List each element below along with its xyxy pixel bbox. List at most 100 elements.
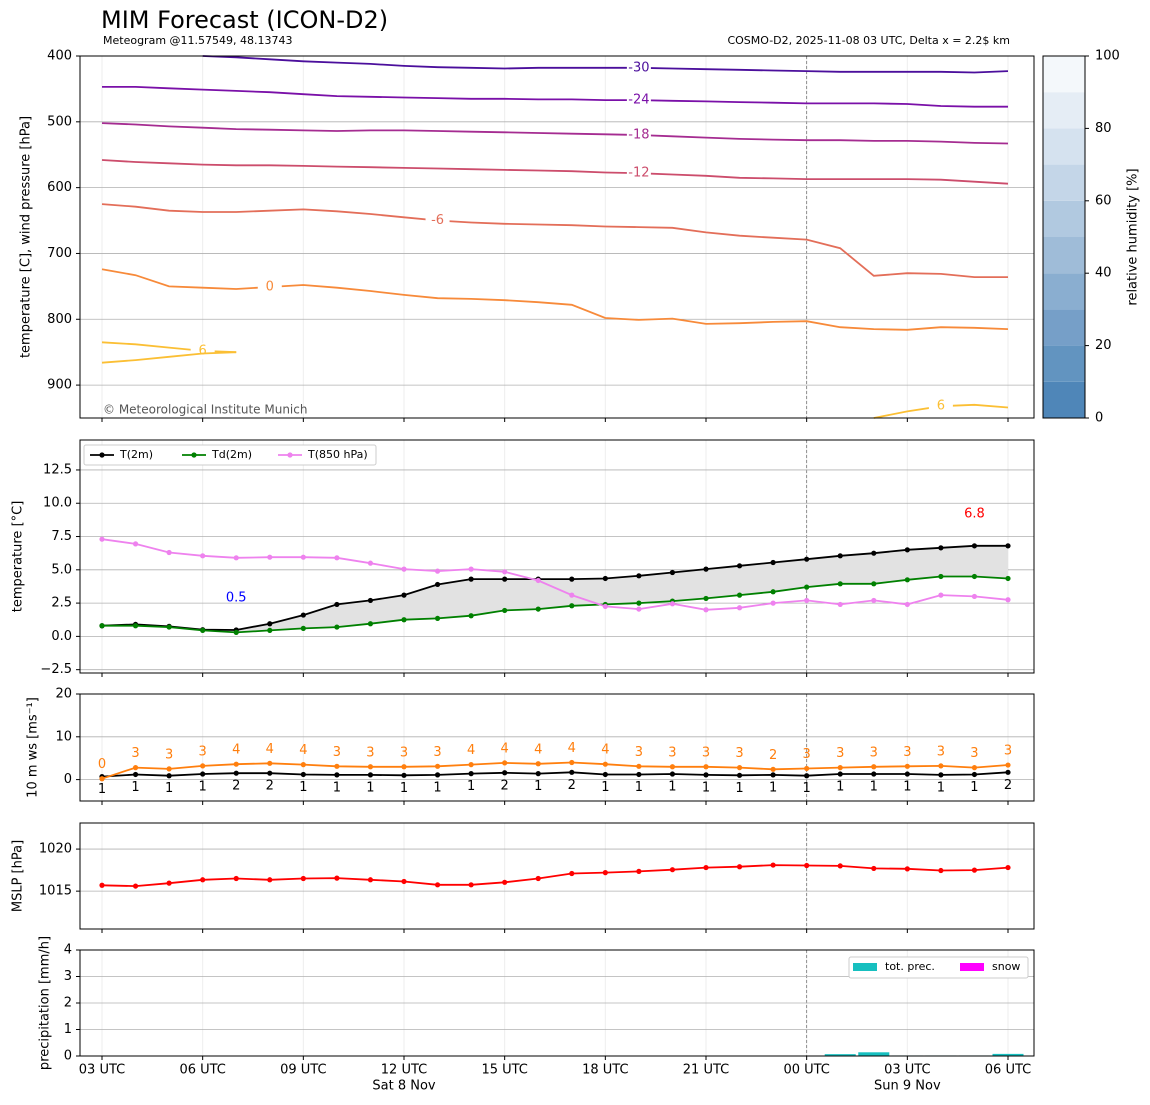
day-label: Sun 9 Nov bbox=[874, 1079, 941, 1094]
point bbox=[166, 549, 172, 556]
point bbox=[871, 550, 877, 556]
point bbox=[267, 760, 273, 766]
colorbar-tick-label: 40 bbox=[1095, 266, 1112, 281]
point bbox=[367, 597, 374, 604]
point bbox=[200, 763, 206, 769]
point bbox=[132, 765, 139, 771]
colorbar-band bbox=[1043, 200, 1085, 237]
point bbox=[367, 560, 374, 566]
point bbox=[468, 771, 474, 777]
value-label: 1 bbox=[433, 780, 441, 795]
point bbox=[971, 867, 978, 873]
point bbox=[904, 601, 910, 608]
point bbox=[703, 864, 709, 871]
point bbox=[401, 878, 407, 885]
value-label: 2 bbox=[1004, 778, 1012, 793]
point bbox=[703, 764, 709, 770]
point bbox=[904, 771, 910, 777]
point bbox=[233, 629, 239, 635]
point bbox=[367, 772, 374, 778]
point bbox=[233, 761, 239, 767]
point bbox=[804, 584, 810, 590]
value-label: 2 bbox=[568, 778, 576, 793]
point bbox=[502, 607, 508, 614]
point bbox=[300, 625, 306, 631]
point bbox=[233, 770, 239, 776]
point bbox=[602, 771, 608, 778]
bar bbox=[858, 1052, 890, 1056]
axes-frame bbox=[79, 822, 1035, 930]
contour-line bbox=[101, 159, 1009, 185]
point bbox=[804, 597, 810, 604]
point bbox=[99, 536, 105, 542]
point bbox=[636, 573, 642, 579]
x-tick-label: 21 UTC bbox=[683, 1063, 729, 1078]
colorbar-band bbox=[1043, 164, 1085, 201]
point bbox=[837, 581, 843, 587]
contour-label: 0 bbox=[266, 280, 274, 295]
value-label: 3 bbox=[165, 747, 173, 762]
y-axis-label: 10 m ws [ms⁻¹] bbox=[26, 697, 41, 798]
value-label: 2 bbox=[266, 779, 274, 794]
point bbox=[770, 600, 776, 606]
point bbox=[669, 867, 676, 873]
x-tick-label: 12 UTC bbox=[381, 1063, 427, 1078]
value-label: 3 bbox=[668, 745, 676, 760]
value-label: 3 bbox=[199, 744, 207, 759]
contour-line bbox=[101, 268, 1009, 331]
colorbar-frame bbox=[1042, 55, 1086, 419]
contour-line bbox=[101, 122, 1009, 145]
colorbar-band bbox=[1043, 128, 1085, 165]
point bbox=[938, 772, 944, 778]
point bbox=[736, 563, 743, 569]
y-axis-label: temperature [°C] bbox=[11, 501, 26, 613]
point bbox=[200, 553, 206, 559]
contour-line bbox=[101, 203, 1008, 278]
value-label: 1 bbox=[333, 780, 341, 795]
colorbar-band bbox=[1043, 237, 1085, 274]
x-tick-label: 03 UTC bbox=[884, 1063, 930, 1078]
point bbox=[200, 771, 206, 777]
point bbox=[401, 566, 407, 572]
point bbox=[971, 543, 978, 549]
point bbox=[334, 601, 340, 608]
y-tick-label: −2.5 bbox=[40, 662, 72, 677]
axes-frame bbox=[79, 55, 1035, 419]
point bbox=[569, 576, 575, 582]
point bbox=[502, 770, 508, 776]
value-label: 3 bbox=[870, 745, 878, 760]
point bbox=[703, 772, 709, 778]
legend-label: Td(2m) bbox=[211, 448, 252, 461]
contour-label-bg bbox=[626, 92, 651, 109]
value-label: 4 bbox=[232, 743, 240, 758]
legend-marker bbox=[99, 452, 105, 458]
point bbox=[99, 882, 105, 888]
contour-line bbox=[202, 55, 1009, 74]
value-label: 4 bbox=[601, 743, 609, 758]
point bbox=[736, 592, 743, 598]
colorbar-tick-label: 0 bbox=[1095, 411, 1103, 426]
value-label: 1 bbox=[702, 780, 710, 795]
point bbox=[166, 773, 172, 779]
contour-label-bg bbox=[626, 165, 651, 182]
point bbox=[434, 763, 441, 769]
value-label: 1 bbox=[970, 780, 978, 795]
point bbox=[736, 765, 743, 771]
point bbox=[770, 772, 776, 778]
point bbox=[166, 766, 172, 772]
y-tick-label: 5.0 bbox=[51, 562, 72, 577]
value-label: 1 bbox=[937, 780, 945, 795]
y-tick-label: 7.5 bbox=[51, 529, 72, 544]
point bbox=[300, 612, 306, 618]
contour-label: -6 bbox=[431, 213, 444, 228]
value-label: 3 bbox=[735, 746, 743, 761]
point bbox=[401, 772, 407, 778]
value-label: 1 bbox=[836, 780, 844, 795]
point bbox=[770, 559, 776, 566]
point bbox=[938, 867, 944, 874]
contour-label: -24 bbox=[628, 93, 649, 108]
point bbox=[770, 766, 776, 772]
point bbox=[971, 573, 978, 580]
title: MIM Forecast (ICON-D2) bbox=[101, 6, 388, 34]
point bbox=[502, 569, 508, 575]
